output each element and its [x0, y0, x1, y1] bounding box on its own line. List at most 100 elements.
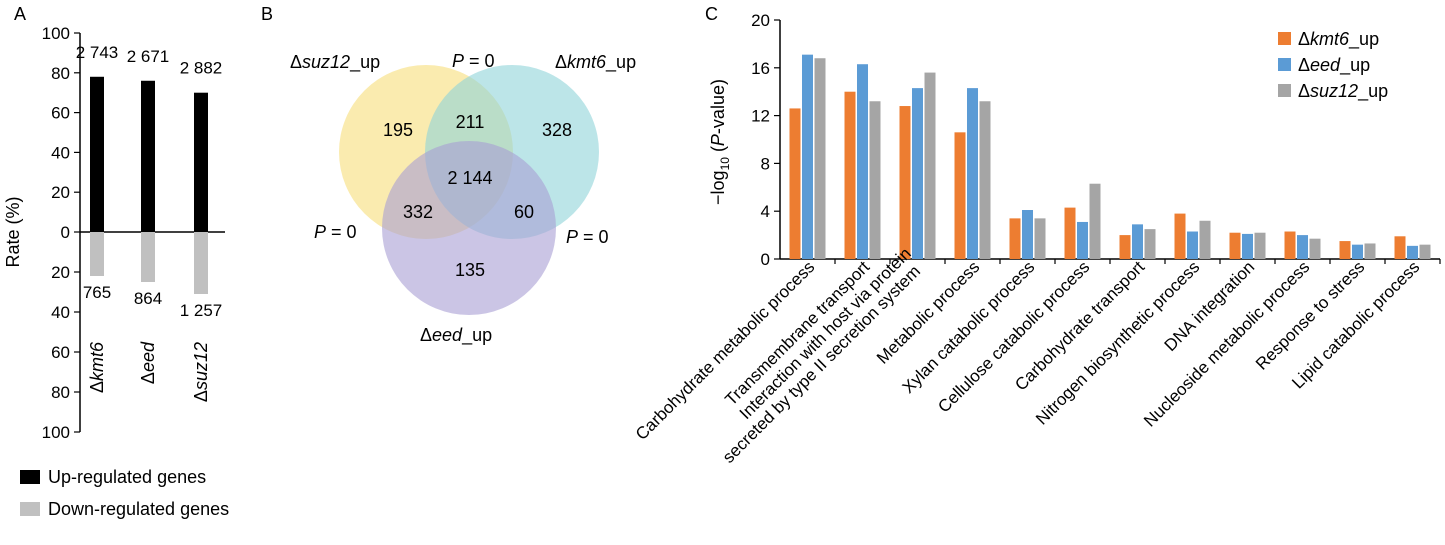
panel-a-down-count-label: 864	[134, 289, 162, 308]
panel-c-bars	[789, 54, 1431, 260]
panel-c-legend-label: Δsuz12_up	[1298, 81, 1388, 102]
venn-pvalue-suz12-kmt6: P = 0	[452, 51, 495, 71]
panel-c-bar-eed	[1407, 245, 1418, 259]
panel-c-bar-kmt6	[1119, 235, 1131, 259]
panel-c-bar-kmt6	[844, 91, 856, 259]
panel-c-bar-suz12	[869, 101, 881, 259]
venn-set-label-eed: Δeed_up	[420, 325, 492, 346]
panel-c-bar-eed	[912, 88, 923, 260]
panel-a-axis: 100 80 60 40 20 0 20 40 60 80 100	[42, 24, 225, 442]
panel-a-data-labels: 2 743 765 2 671 864 2 882 1 257	[76, 43, 223, 320]
panel-c-y-tick-label: 4	[761, 202, 770, 221]
panel-c-bar-eed	[802, 54, 813, 259]
panel-c-bar-eed	[1022, 210, 1033, 259]
panel-a-up-count-label: 2 671	[127, 47, 170, 66]
venn-pvalue-kmt6-eed: P = 0	[566, 227, 609, 247]
panel-c-bar-eed	[1187, 231, 1198, 259]
panel-c-y-tick-label: 20	[751, 11, 770, 30]
venn-count-suz12-eed: 332	[403, 202, 433, 222]
panel-c-legend-swatch	[1278, 58, 1291, 71]
panel-c-bar-suz12	[1199, 220, 1211, 259]
panel-a-legend-label: Up-regulated genes	[48, 467, 206, 487]
venn-count-suz12-kmt6: 211	[456, 112, 485, 132]
panel-a-bar-up	[90, 76, 104, 232]
panel-a-y-tick-label: 0	[61, 223, 70, 242]
panel-c-legend: Δkmt6_up Δeed_up Δsuz12_up	[1278, 29, 1388, 102]
panel-a-bars	[90, 76, 208, 294]
panel-c-bar-eed	[967, 88, 978, 260]
venn-pvalue-suz12-eed: P = 0	[314, 222, 357, 242]
panel-c-bar-chart: C −log10 (P-value) 0 4 8 12 16 20 Carbohydrat…	[632, 4, 1441, 467]
panel-c-y-tick-label: 12	[751, 107, 770, 126]
panel-b-venn-diagram: B Δsuz12_up Δkmt6_up Δeed_up 195 211 328…	[261, 4, 636, 346]
panel-c-legend-label: Δeed_up	[1298, 55, 1370, 76]
panel-a-y-tick-label: 60	[51, 104, 70, 123]
panel-c-bar-suz12	[814, 58, 826, 259]
panel-c-letter: C	[705, 4, 718, 24]
panel-a-down-count-label: 765	[83, 283, 111, 302]
panel-a-y-tick-label: 20	[51, 183, 70, 202]
panel-a-bar-down	[141, 232, 155, 282]
panel-a-up-count-label: 2 743	[76, 43, 119, 62]
panel-a-y-tick-label: 80	[51, 383, 70, 402]
panel-c-bar-suz12	[1419, 244, 1431, 259]
panel-c-bar-kmt6	[899, 106, 911, 259]
panel-c-legend-label: Δkmt6_up	[1298, 29, 1379, 50]
panel-c-bar-eed	[857, 64, 868, 259]
panel-a-y-tick-label: 60	[51, 343, 70, 362]
panel-c-bar-kmt6	[1009, 218, 1021, 259]
panel-c-bar-suz12	[1034, 218, 1046, 259]
panel-c-y-tick-label: 0	[761, 250, 770, 269]
panel-a-category-label: Δeed	[138, 341, 158, 384]
panel-c-legend-swatch	[1278, 84, 1291, 97]
panel-a-bar-up	[141, 80, 155, 232]
panel-c-bar-eed	[1242, 233, 1253, 259]
panel-c-bar-kmt6	[1174, 213, 1186, 259]
panel-a-y-tick-label: 80	[51, 64, 70, 83]
panel-a-down-count-label: 1 257	[180, 301, 223, 320]
panel-a-legend: Up-regulated genes Down-regulated genes	[20, 467, 229, 519]
panel-c-bar-suz12	[1144, 229, 1156, 259]
panel-c-bar-kmt6	[954, 132, 966, 259]
panel-c-bar-suz12	[1309, 238, 1321, 259]
panel-c-y-tick-label: 8	[761, 154, 770, 173]
panel-a-category-labels: Δkmt6 Δeed Δsuz12	[87, 341, 211, 402]
panel-c-bar-suz12	[979, 101, 991, 259]
panel-c-bar-suz12	[1089, 183, 1101, 259]
panel-a-letter: A	[14, 4, 26, 24]
panel-c-axis: 0 4 8 12 16 20	[751, 11, 1441, 269]
panel-a-bar-up	[194, 92, 208, 232]
panel-a-legend-swatch	[20, 470, 40, 484]
panel-c-bar-eed	[1132, 224, 1143, 259]
venn-count-eed-only: 135	[455, 260, 485, 280]
panel-c-bar-kmt6	[1284, 231, 1296, 259]
panel-a-legend-label: Down-regulated genes	[48, 499, 229, 519]
panel-a-y-tick-label: 100	[42, 423, 70, 442]
panel-c-bar-kmt6	[789, 108, 801, 260]
panel-c-bar-kmt6	[1339, 241, 1351, 259]
panel-c-y-tick-label: 16	[751, 59, 770, 78]
panel-a-y-axis-label: Rate (%)	[3, 196, 23, 267]
panel-a-y-tick-label: 20	[51, 263, 70, 282]
panel-c-bar-kmt6	[1064, 207, 1076, 259]
panel-a-legend-swatch	[20, 502, 40, 516]
venn-count-kmt6-only: 328	[542, 120, 572, 140]
panel-c-category-labels: Carbohydrate metabolic processTransmembr…	[632, 244, 1423, 467]
panel-a-y-tick-label: 40	[51, 303, 70, 322]
venn-set-label-kmt6: Δkmt6_up	[555, 52, 636, 73]
panel-c-bar-eed	[1352, 244, 1363, 259]
panel-a-category-label: Δkmt6	[87, 341, 107, 393]
venn-count-kmt6-eed: 60	[514, 202, 534, 222]
venn-count-suz12-only: 195	[383, 120, 413, 140]
panel-c-bar-eed	[1077, 221, 1088, 259]
panel-c-bar-suz12	[1364, 243, 1376, 259]
panel-a-bar-down	[194, 232, 208, 294]
venn-circle-eed	[382, 141, 556, 315]
panel-c-bar-kmt6	[1229, 232, 1241, 259]
panel-c-bar-kmt6	[1394, 236, 1406, 259]
panel-c-y-axis-label: −log10 (P-value)	[708, 79, 732, 205]
venn-set-label-suz12: Δsuz12_up	[290, 52, 380, 73]
panel-a-category-label: Δsuz12	[191, 342, 211, 402]
panel-b-letter: B	[261, 4, 273, 24]
